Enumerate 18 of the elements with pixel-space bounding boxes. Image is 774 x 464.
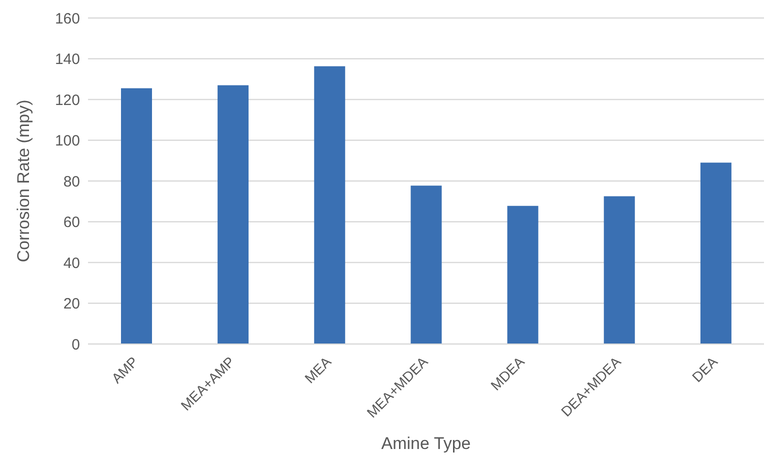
bar	[218, 85, 249, 344]
y-axis-title: Corrosion Rate (mpy)	[14, 100, 34, 262]
y-tick-label: 140	[54, 51, 80, 68]
y-tick-label: 0	[72, 336, 80, 354]
y-tick-label: 120	[54, 92, 80, 109]
y-tick-label: 40	[63, 254, 80, 272]
bar	[604, 196, 635, 344]
y-tick-label: 20	[63, 296, 80, 313]
x-axis-title: Amine Type	[381, 434, 471, 453]
y-tick-label: 60	[63, 214, 80, 232]
bar	[507, 206, 538, 344]
y-tick-label: 160	[54, 10, 80, 28]
bar	[410, 186, 442, 344]
bar	[121, 88, 152, 344]
bar	[700, 162, 732, 344]
y-tick-label: 80	[63, 173, 80, 190]
y-tick-label: 100	[54, 132, 80, 150]
bar	[314, 66, 346, 344]
